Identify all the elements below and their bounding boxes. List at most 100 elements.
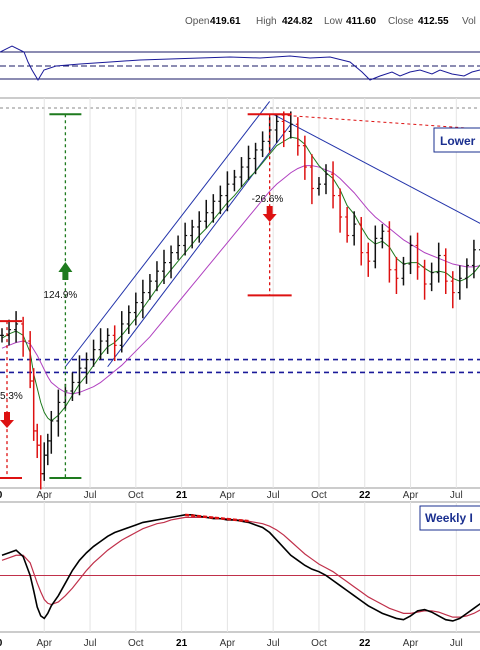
- price-bar: [408, 235, 413, 275]
- price-bar: [204, 199, 209, 229]
- price-bar: [35, 423, 40, 459]
- price-bar: [218, 185, 223, 215]
- price-bar: [401, 256, 406, 286]
- main-tick-label: 22: [359, 490, 371, 501]
- price-bar: [147, 274, 152, 300]
- price-bar: [324, 164, 328, 195]
- price-bar: [373, 225, 378, 269]
- price-bar: [70, 372, 75, 401]
- resistance-dotted: [269, 113, 480, 130]
- channel-lower: [107, 123, 292, 368]
- price-bar: [154, 261, 159, 292]
- price-bar: [49, 410, 54, 454]
- close-value: 412.55: [418, 16, 449, 27]
- price-bar: [169, 245, 174, 279]
- price-bar: [359, 216, 364, 266]
- price-bar: [91, 339, 96, 367]
- lower-label: Lower: [440, 134, 476, 148]
- price-bar: [162, 249, 166, 285]
- lower-tick-label: 21: [176, 638, 188, 649]
- channel-upper: [64, 101, 271, 368]
- price-bar: [443, 248, 448, 294]
- divergence-line: [185, 513, 249, 523]
- price-bar: [190, 219, 195, 249]
- gain-arrow-head: [58, 262, 73, 272]
- volume-label: Vol: [462, 16, 476, 27]
- drop-arrow-shaft: [266, 206, 273, 214]
- main-tick-label: Oct: [311, 490, 327, 501]
- drop2020-arrow-shaft: [4, 412, 10, 420]
- high-label: High: [256, 16, 277, 27]
- lower-tick-label: Oct: [128, 638, 144, 649]
- gain-pct-label: 124.9%: [43, 290, 77, 301]
- price-bar: [471, 239, 476, 279]
- price-bar: [14, 311, 19, 343]
- price-bar: [197, 211, 202, 243]
- price-bar: [246, 145, 251, 180]
- price-bar: [84, 352, 89, 384]
- price-bar: [436, 242, 441, 283]
- price-bar: [105, 328, 110, 354]
- open-label: Open: [185, 16, 209, 27]
- price-bar: [119, 311, 124, 353]
- price-bar: [232, 169, 237, 192]
- trendlines: [64, 101, 480, 368]
- price-bar: [45, 433, 50, 466]
- measure-annotations: 124.9% -26.6% 5.3%: [0, 113, 292, 479]
- price-bar: [274, 114, 279, 143]
- x-axis-main: 20AprJulOct21AprJulOct22AprJulOct: [0, 490, 463, 501]
- open-value: 419.61: [210, 16, 241, 27]
- price-bar: [38, 435, 43, 490]
- price-bar: [225, 171, 230, 212]
- main-tick-label: Jul: [450, 490, 463, 501]
- lower-tick-label: Jul: [84, 638, 97, 649]
- lower-tick-label: Apr: [36, 638, 52, 649]
- main-tick-label: Oct: [128, 490, 144, 501]
- drop-pct-label: -26.6%: [252, 194, 284, 205]
- price-bar: [429, 262, 434, 292]
- price-bar: [21, 316, 26, 357]
- price-bar: [380, 224, 385, 249]
- drop2020-pct-label: 5.3%: [0, 391, 23, 402]
- price-bar: [457, 265, 462, 300]
- price-bar: [309, 154, 314, 205]
- macd-line: [1, 514, 480, 622]
- price-bar: [295, 117, 300, 156]
- price-bar: [77, 355, 82, 396]
- x-axis-lower: 20AprJulOct21AprJulOct22AprJulOct: [0, 638, 463, 649]
- lower-label-box: Lower: [433, 127, 480, 153]
- weekly-label: Weekly I: [425, 511, 473, 525]
- lower-tick-label: Oct: [311, 638, 327, 649]
- price-bar: [331, 161, 336, 209]
- weekly-indicator-panel: [0, 502, 480, 632]
- top-indicator-panel: [0, 45, 480, 81]
- price-bar: [387, 221, 392, 283]
- price-bar: [281, 111, 286, 148]
- main-tick-label: 20: [0, 490, 3, 501]
- price-bar: [288, 111, 293, 139]
- lower-tick-label: Jul: [267, 638, 280, 649]
- price-bar: [0, 328, 4, 343]
- weekly-label-box: Weekly I: [419, 505, 480, 531]
- price-bar: [239, 157, 244, 188]
- lower-tick-label: Apr: [403, 638, 419, 649]
- price-bar: [366, 242, 371, 277]
- lower-tick-label: Apr: [220, 638, 236, 649]
- main-tick-label: Apr: [36, 490, 52, 501]
- gain-arrow-shaft: [62, 272, 69, 280]
- price-bar: [450, 271, 455, 309]
- downtrend-line: [272, 113, 480, 224]
- main-tick-label: Jul: [267, 490, 280, 501]
- price-bars: [0, 111, 480, 490]
- low-value: 411.60: [346, 16, 376, 27]
- price-bar: [253, 142, 258, 175]
- support-lines: [0, 358, 480, 374]
- price-bar: [260, 131, 265, 158]
- price-bar: [464, 258, 469, 289]
- drop-arrow-head: [262, 214, 277, 222]
- drop2020-arrow-head: [0, 420, 14, 428]
- price-bar: [415, 232, 420, 280]
- ohlc-header: Open 419.61 High 424.82 Low 411.60 Close…: [185, 16, 476, 27]
- price-bar: [183, 222, 188, 256]
